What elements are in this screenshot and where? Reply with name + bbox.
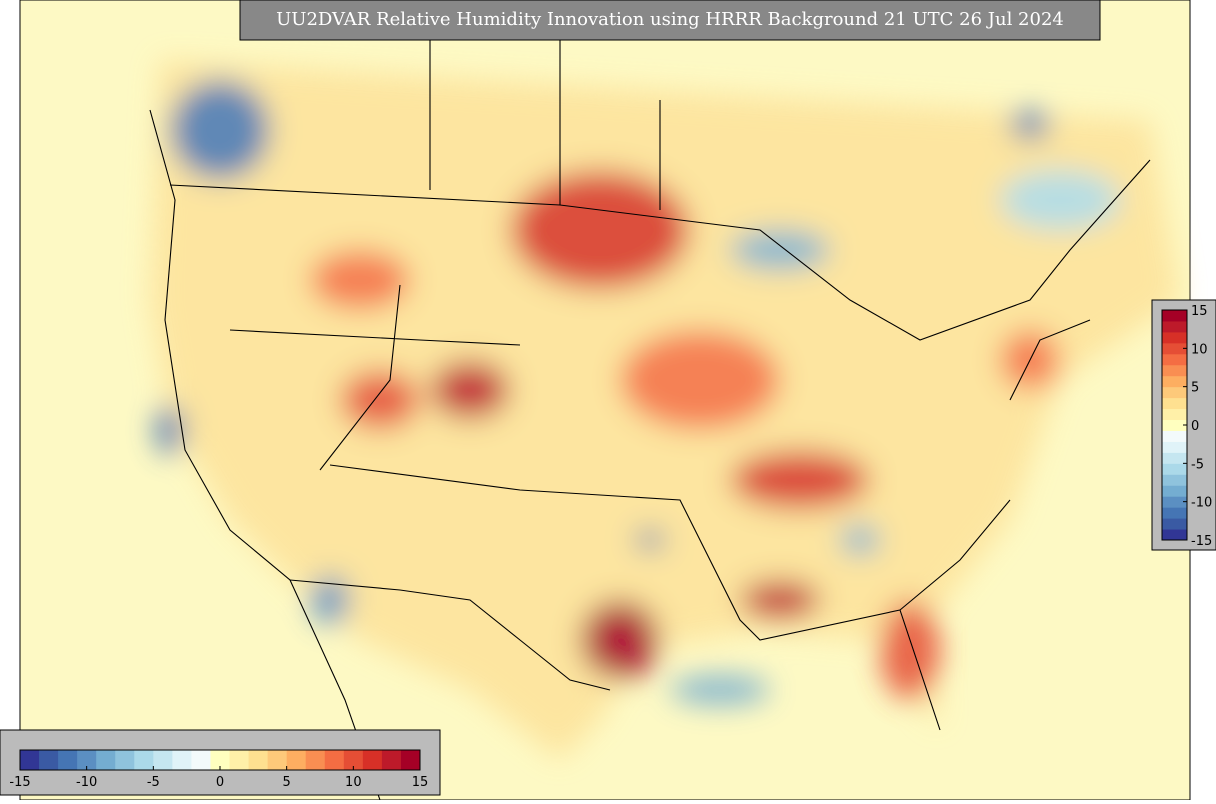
colorbar-step <box>210 750 231 770</box>
tick-label: -15 <box>1191 534 1212 549</box>
colorbar-step <box>1162 408 1187 421</box>
colorbar-step <box>1162 452 1187 464</box>
colorbar-step <box>362 750 383 770</box>
colorbar-step <box>153 750 173 770</box>
colorbar-step <box>305 750 326 770</box>
humidity-field <box>150 60 1180 760</box>
colorbar-step <box>1162 320 1187 333</box>
colorbar-step <box>1162 518 1187 530</box>
colorbar-step <box>286 750 307 770</box>
colorbar-step <box>248 750 269 770</box>
colorbar-step <box>1162 386 1187 399</box>
colorbar-step <box>1162 353 1187 366</box>
colorbar-step <box>172 750 192 770</box>
tick-label: 0 <box>1191 419 1199 434</box>
colorbar-step <box>1162 529 1187 541</box>
colorbar-step <box>58 750 78 770</box>
tick-label: 10 <box>1191 342 1208 357</box>
colorbar-step <box>1162 496 1187 508</box>
horizontal-colorbar: -15 -10 -5 0 5 10 15 <box>9 749 429 790</box>
colorbar-step <box>1162 375 1187 388</box>
colorbar-step <box>20 750 40 770</box>
colorbar-step <box>1162 331 1187 344</box>
tick-label: 15 <box>412 775 429 790</box>
colorbar-step <box>324 750 345 770</box>
colorbar-step <box>1162 430 1187 442</box>
colorbar-step <box>400 750 421 770</box>
colorbar-step <box>1162 397 1187 410</box>
colorbar-step <box>1162 485 1187 497</box>
colorbar-step <box>1162 463 1187 475</box>
colorbar-step <box>267 750 288 770</box>
tick-label: 0 <box>216 775 224 790</box>
colorbar-step <box>343 750 364 770</box>
colorbar-step <box>1162 507 1187 519</box>
colorbar-step <box>229 750 250 770</box>
colorbar-step <box>191 750 211 770</box>
map-title: UU2DVAR Relative Humidity Innovation usi… <box>276 9 1064 30</box>
colorbar-step <box>1162 310 1187 322</box>
colorbar-step <box>115 750 135 770</box>
colorbar-step <box>381 750 402 770</box>
colorbar-step <box>134 750 154 770</box>
colorbar-step <box>1162 441 1187 453</box>
boundaries <box>149 40 1151 801</box>
title-box <box>239 0 1101 41</box>
tick-label: -5 <box>147 775 160 790</box>
tick-label: -5 <box>1191 457 1204 472</box>
colorbar-step <box>77 750 97 770</box>
tick-label: 10 <box>345 775 362 790</box>
tick-label: -15 <box>9 775 30 790</box>
colorbar-step <box>96 750 116 770</box>
colorbar-step <box>1162 364 1187 377</box>
colorbar-step <box>1162 419 1187 431</box>
colorbar-step <box>39 750 59 770</box>
colorbar-step <box>1162 342 1187 355</box>
tick-label: 5 <box>283 775 291 790</box>
tick-label: 5 <box>1191 381 1199 396</box>
colorbar-step <box>1162 474 1187 486</box>
tick-label: -10 <box>76 775 97 790</box>
tick-label: 15 <box>1191 304 1208 319</box>
vertical-colorbar: -15 -10 -5 0 5 10 15 <box>1161 304 1212 549</box>
tick-label: -10 <box>1191 496 1212 511</box>
